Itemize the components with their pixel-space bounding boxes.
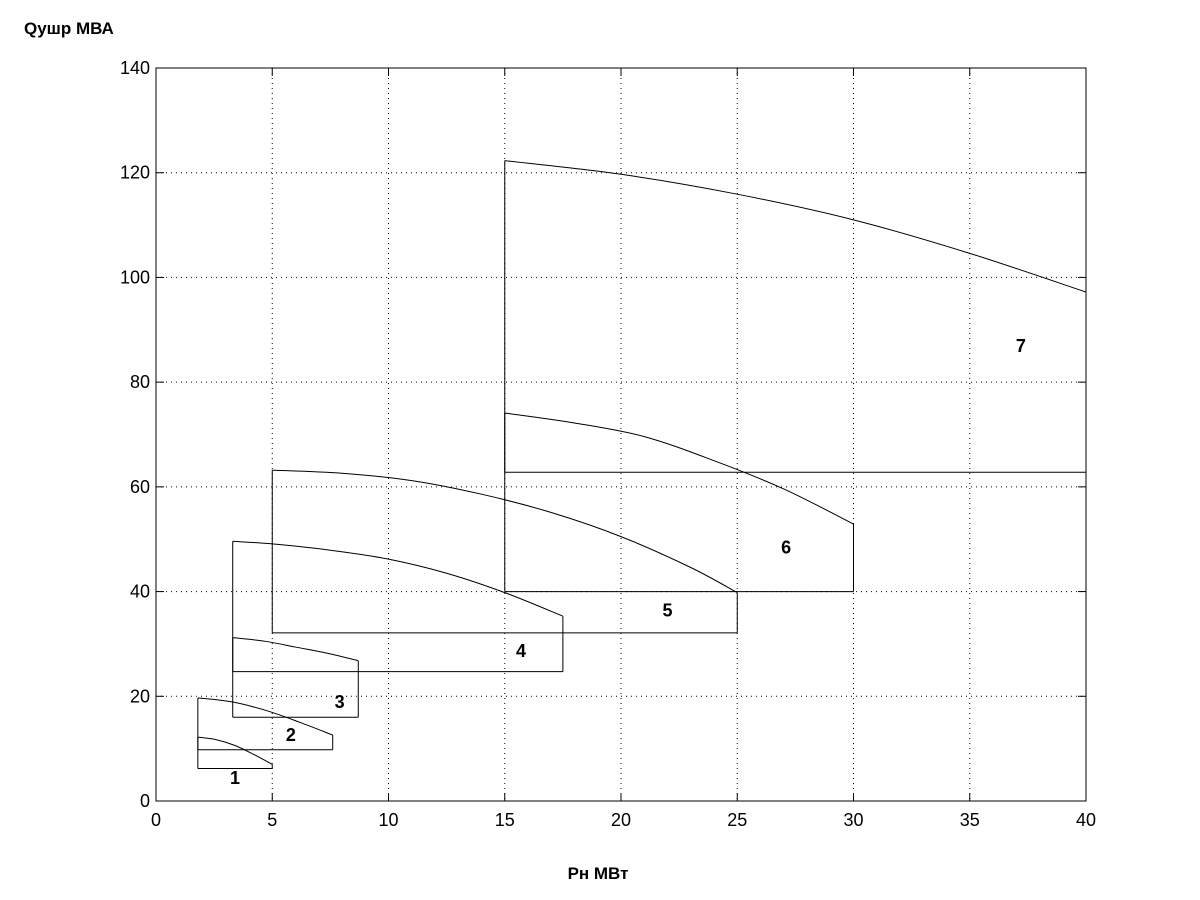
y-tick-label: 60 — [130, 477, 150, 497]
region-5 — [271, 469, 738, 634]
region-label: 5 — [662, 601, 672, 621]
region-1-upper-curve — [197, 736, 273, 765]
x-tick-labels: 0 5 10 15 20 25 30 35 40 — [151, 810, 1096, 830]
grid — [156, 68, 1086, 801]
region-label: 2 — [286, 725, 296, 745]
x-tick-label: 35 — [960, 810, 980, 830]
y-tick-label: 40 — [130, 582, 150, 602]
region-2-upper-curve — [197, 697, 333, 736]
region-label: 6 — [781, 537, 791, 557]
x-tick-label: 30 — [843, 810, 863, 830]
region-labels: 1 2 3 4 5 6 7 — [230, 336, 1026, 788]
region-7-upper-curve — [504, 160, 1087, 293]
y-tick-label: 20 — [130, 686, 150, 706]
region-3-upper-curve — [232, 637, 359, 662]
x-tick-label: 20 — [611, 810, 631, 830]
y-tick-label: 140 — [120, 58, 150, 78]
regions — [197, 160, 1087, 770]
y-tick-labels: 0 20 40 60 80 100 120 140 — [120, 58, 150, 811]
region-5-upper-curve — [272, 469, 738, 594]
y-tick-label: 120 — [120, 163, 150, 183]
y-tick-label: 100 — [120, 267, 150, 287]
y-tick-label: 80 — [130, 372, 150, 392]
x-tick-label: 15 — [495, 810, 515, 830]
region-2 — [197, 697, 334, 751]
region-label: 7 — [1016, 336, 1026, 356]
ticks — [155, 67, 1087, 802]
region-label: 3 — [335, 692, 345, 712]
x-tick-label: 10 — [378, 810, 398, 830]
y-tick-label: 0 — [140, 791, 150, 811]
x-tick-label: 5 — [267, 810, 277, 830]
x-axis-title: Рн МВт — [568, 864, 629, 883]
region-label: 4 — [516, 641, 526, 661]
y-axis-title: Qушр МВА — [24, 19, 114, 38]
region-6-upper-curve — [504, 412, 854, 525]
x-tick-label: 25 — [727, 810, 747, 830]
region-label: 1 — [230, 768, 240, 788]
x-tick-label: 40 — [1076, 810, 1096, 830]
x-tick-label: 0 — [151, 810, 161, 830]
